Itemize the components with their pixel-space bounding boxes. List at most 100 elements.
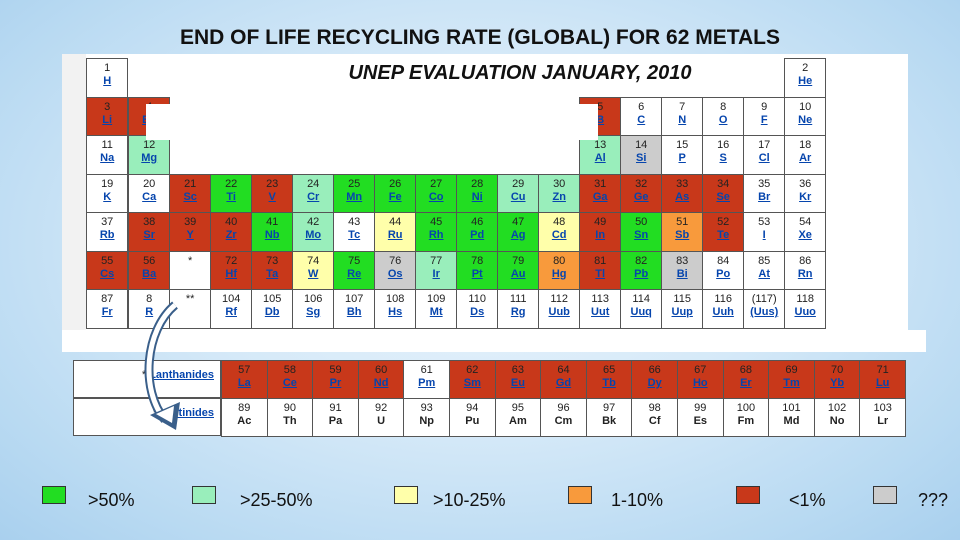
element-symbol[interactable]: Cr <box>307 190 320 203</box>
element-symbol[interactable]: Pu <box>465 415 480 427</box>
element-cell[interactable]: 44 Ru <box>374 212 417 252</box>
element-symbol[interactable]: Re <box>347 267 362 280</box>
element-cell[interactable]: 46 Pd <box>456 212 499 252</box>
element-cell[interactable]: 96 Cm <box>540 398 587 437</box>
element-symbol[interactable]: S <box>719 152 727 164</box>
element-cell[interactable]: 54 Xe <box>784 212 827 252</box>
element-cell[interactable]: 48 Cd <box>538 212 581 252</box>
element-symbol[interactable]: Ac <box>237 415 252 427</box>
element-symbol[interactable]: Rh <box>428 229 444 241</box>
element-symbol[interactable]: Cm <box>554 415 573 427</box>
element-cell[interactable]: 20 Ca <box>128 173 171 213</box>
element-cell[interactable]: 13 Al <box>579 135 622 175</box>
element-symbol[interactable]: Eu <box>510 377 525 389</box>
element-symbol[interactable]: W <box>308 267 319 280</box>
element-symbol[interactable]: Se <box>716 190 730 203</box>
element-symbol[interactable]: Th <box>283 415 297 427</box>
element-symbol[interactable]: Np <box>419 415 435 427</box>
element-symbol[interactable]: Tc <box>348 229 361 241</box>
element-symbol[interactable]: Bh <box>346 306 362 318</box>
element-cell[interactable]: 93 Np <box>403 398 450 437</box>
element-symbol[interactable]: Hg <box>551 267 567 280</box>
element-cell[interactable]: 11 Na <box>86 135 129 175</box>
element-cell[interactable]: 58 Ce <box>266 360 314 399</box>
element-cell[interactable]: 25 Mn <box>333 173 376 213</box>
element-cell[interactable]: 98 Cf <box>631 398 678 437</box>
element-symbol[interactable]: Ge <box>633 190 649 203</box>
element-cell[interactable]: 103 Lr <box>859 398 906 437</box>
element-cell[interactable]: 86 Rn <box>784 250 827 290</box>
element-cell[interactable]: 37 Rb <box>86 212 129 252</box>
element-cell[interactable]: 102 No <box>813 398 861 437</box>
element-symbol[interactable]: Am <box>509 415 527 427</box>
element-cell[interactable]: 10 Ne <box>784 96 827 136</box>
element-symbol[interactable]: Pr <box>329 377 342 389</box>
element-cell[interactable]: 45 Rh <box>415 212 458 252</box>
element-symbol[interactable]: Cs <box>100 267 115 280</box>
element-symbol[interactable]: Rb <box>99 229 115 241</box>
element-symbol[interactable]: Sg <box>306 306 321 318</box>
element-symbol[interactable]: Uuo <box>794 306 816 318</box>
element-symbol[interactable]: Na <box>100 152 115 164</box>
element-cell[interactable]: 75 Re <box>333 250 376 290</box>
element-symbol[interactable]: P <box>678 152 686 164</box>
element-cell[interactable]: 65 Tb <box>585 360 633 399</box>
element-symbol[interactable]: I <box>762 229 766 241</box>
element-symbol[interactable]: Bk <box>602 415 617 427</box>
element-symbol[interactable]: Tl <box>595 267 606 280</box>
element-symbol[interactable]: Sb <box>675 229 690 241</box>
element-symbol[interactable]: Zr <box>225 229 237 241</box>
element-symbol[interactable]: Tm <box>783 377 800 389</box>
element-symbol[interactable]: Kr <box>799 190 812 203</box>
element-cell[interactable]: 50 Sn <box>620 212 663 252</box>
element-symbol[interactable]: Co <box>428 190 444 203</box>
element-cell[interactable]: 19 K <box>86 173 129 213</box>
element-cell[interactable]: 26 Fe <box>374 173 417 213</box>
element-symbol[interactable]: V <box>268 190 276 203</box>
element-cell[interactable]: 78 Pt <box>456 250 499 290</box>
element-symbol[interactable]: Al <box>594 152 606 164</box>
element-cell[interactable]: 66 Dy <box>631 360 678 399</box>
element-symbol[interactable]: Ds <box>470 306 485 318</box>
element-cell[interactable]: (117) (Uus) <box>743 289 786 329</box>
element-symbol[interactable]: Ca <box>142 190 157 203</box>
element-symbol[interactable]: Mg <box>141 152 158 164</box>
element-symbol[interactable]: Dy <box>647 377 662 389</box>
element-cell[interactable]: 112 Uub <box>538 289 581 329</box>
element-symbol[interactable]: Gd <box>555 377 572 389</box>
element-symbol[interactable]: Hs <box>388 306 403 318</box>
element-cell[interactable]: 28 Ni <box>456 173 499 213</box>
element-symbol[interactable]: Li <box>102 113 113 126</box>
element-symbol[interactable]: Ta <box>266 267 279 280</box>
element-cell[interactable]: 29 Cu <box>497 173 540 213</box>
element-symbol[interactable]: Ba <box>142 267 157 280</box>
element-symbol[interactable]: O <box>718 113 728 126</box>
element-symbol[interactable]: Br <box>758 190 771 203</box>
element-cell[interactable]: 42 Mo <box>292 212 335 252</box>
element-cell[interactable]: 41 Nb <box>251 212 294 252</box>
element-symbol[interactable]: Ce <box>282 377 297 389</box>
element-symbol[interactable]: Cu <box>510 190 526 203</box>
element-symbol[interactable]: Db <box>264 306 280 318</box>
element-symbol[interactable]: Ho <box>692 377 708 389</box>
element-symbol[interactable]: B <box>596 113 605 126</box>
element-symbol[interactable]: Os <box>387 267 403 280</box>
element-symbol[interactable]: Sn <box>634 229 649 241</box>
element-symbol[interactable]: Uut <box>591 306 610 318</box>
element-cell[interactable]: 94 Pu <box>449 398 496 437</box>
element-cell[interactable]: 110 Ds <box>456 289 499 329</box>
element-symbol[interactable]: Uup <box>671 306 693 318</box>
element-symbol[interactable]: Rn <box>797 267 813 280</box>
element-symbol[interactable]: Fe <box>388 190 402 203</box>
element-cell[interactable]: 59 Pr <box>312 360 359 399</box>
element-cell[interactable]: 53 I <box>743 212 786 252</box>
element-symbol[interactable]: U <box>377 415 386 427</box>
element-cell[interactable]: 115 Uup <box>661 289 704 329</box>
element-cell[interactable]: 108 Hs <box>374 289 417 329</box>
element-symbol[interactable]: Sm <box>463 377 481 389</box>
element-symbol[interactable]: C <box>637 113 646 126</box>
element-symbol[interactable]: Cf <box>648 415 661 427</box>
element-cell[interactable]: 34 Se <box>702 173 745 213</box>
